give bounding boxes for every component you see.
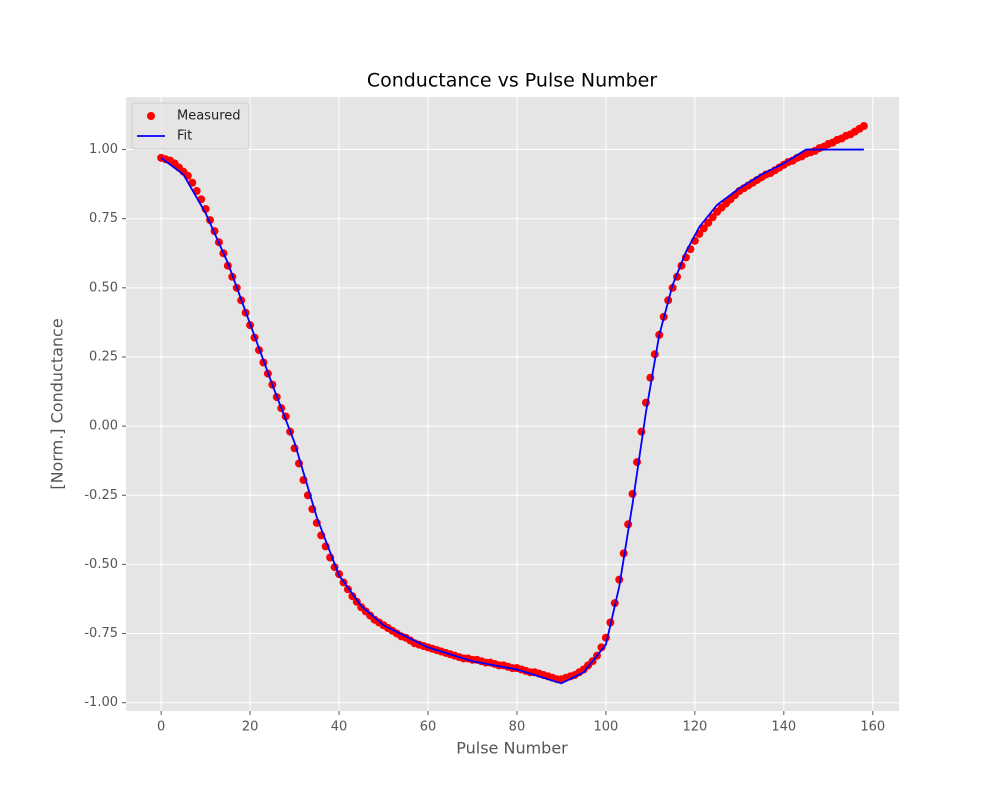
legend-marker	[147, 112, 155, 120]
x-tick-label: 0	[157, 720, 165, 735]
y-tick-label: -1.00	[84, 695, 118, 710]
data-point	[704, 218, 713, 227]
x-tick-label: 160	[860, 720, 885, 735]
data-point	[597, 643, 606, 652]
data-point	[699, 224, 708, 233]
y-axis-label: [Norm.] Conductance	[48, 318, 67, 489]
fit-line	[160, 148, 864, 685]
y-tick-label: -0.25	[84, 488, 118, 503]
legend-box	[131, 102, 250, 150]
y-tick-label: 0.50	[89, 280, 118, 295]
data-point	[859, 122, 868, 131]
data-point	[348, 592, 357, 601]
legend-label: Measured	[177, 109, 241, 124]
plot-area	[126, 97, 899, 711]
y-tick-label: 0.25	[89, 349, 118, 364]
y-tick-label: 1.00	[89, 142, 118, 157]
data-point	[628, 489, 637, 498]
x-tick-label: 80	[509, 720, 526, 735]
x-tick-label: 60	[420, 720, 437, 735]
x-tick-label: 140	[771, 720, 796, 735]
legend-label: Fit	[177, 129, 192, 144]
x-axis-label: Pulse Number	[456, 739, 568, 758]
x-tick-label: 120	[682, 720, 707, 735]
x-tick-label: 100	[593, 720, 618, 735]
y-tick-label: 0.75	[89, 211, 118, 226]
y-tick-label: -0.50	[84, 557, 118, 572]
y-tick-label: -0.75	[84, 626, 118, 641]
x-tick-label: 40	[331, 720, 348, 735]
chart-title: Conductance vs Pulse Number	[367, 70, 658, 92]
x-tick-label: 20	[242, 720, 259, 735]
y-tick-label: 0.00	[89, 419, 118, 434]
data-point	[708, 213, 717, 222]
